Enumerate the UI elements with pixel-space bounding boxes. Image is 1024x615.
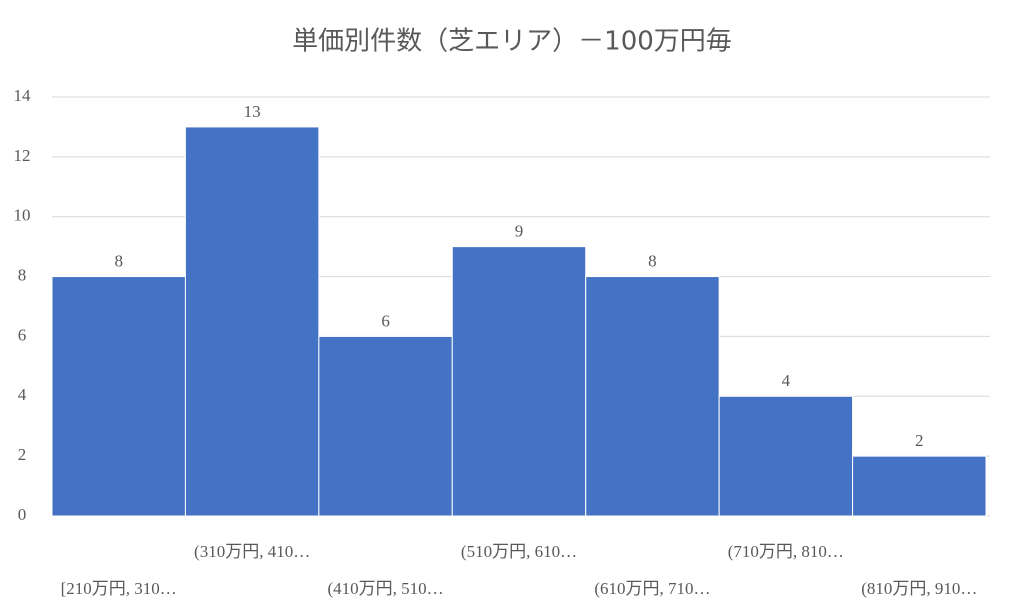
y-tick-label: 0 <box>18 505 27 524</box>
y-tick-label: 12 <box>14 146 31 165</box>
y-tick-label: 10 <box>14 206 31 225</box>
data-label: 8 <box>114 251 123 270</box>
chart-title: 単価別件数（芝エリア）－100万円毎 <box>292 27 732 57</box>
x-tick-label: (610万円, 710… <box>594 579 710 598</box>
bar <box>585 276 720 517</box>
x-tick-label: (710万円, 810… <box>728 542 844 561</box>
bar <box>852 455 987 517</box>
data-label: 2 <box>915 431 924 450</box>
x-tick-label: (510万円, 610… <box>461 542 577 561</box>
bar <box>451 246 587 517</box>
x-tick-label: (310万円, 410… <box>194 542 310 561</box>
y-tick-label: 14 <box>14 86 32 105</box>
data-label: 8 <box>648 251 657 270</box>
y-tick-label: 6 <box>18 325 27 344</box>
x-tick-label: [210万円, 310… <box>61 579 177 598</box>
x-tick-label: (410万円, 510… <box>327 579 443 598</box>
data-label: 13 <box>244 102 261 121</box>
data-label: 4 <box>782 371 791 390</box>
bar <box>51 276 186 517</box>
y-tick-label: 8 <box>18 265 27 284</box>
y-tick-label: 4 <box>18 385 27 404</box>
x-tick-label: (810万円, 910… <box>861 579 977 598</box>
y-tick-label: 2 <box>18 445 27 464</box>
data-label: 9 <box>515 222 524 241</box>
data-label: 6 <box>381 311 390 330</box>
bar <box>718 395 854 517</box>
bar <box>184 126 320 517</box>
bar <box>318 335 453 517</box>
